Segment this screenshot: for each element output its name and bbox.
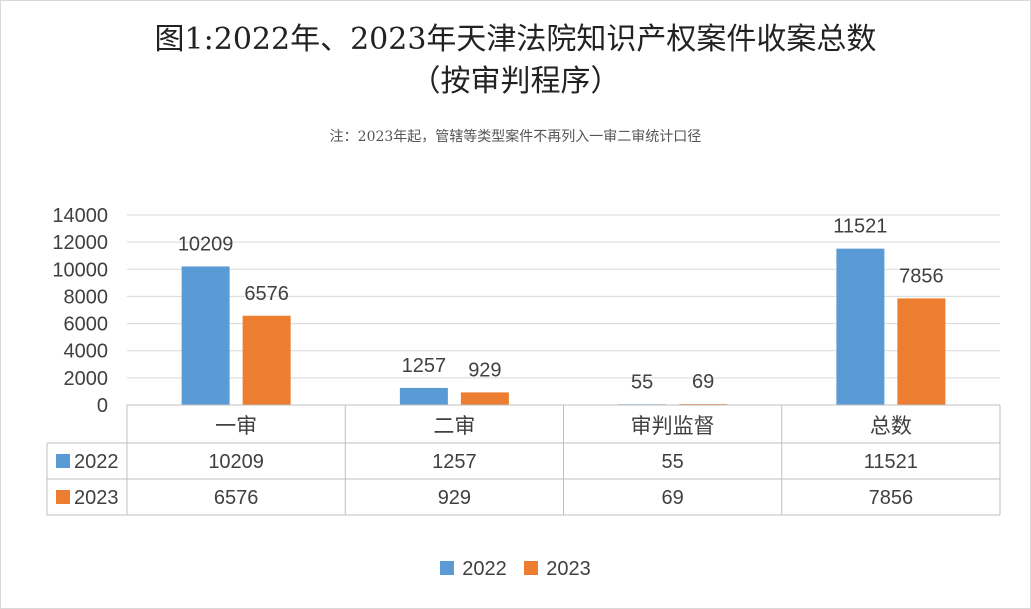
table-cell: 6576 xyxy=(214,487,259,509)
legend: 2022 2023 xyxy=(0,558,1031,581)
data-label: 929 xyxy=(468,359,501,381)
y-tick-label: 0 xyxy=(97,395,108,417)
x-tick-label: 二审 xyxy=(433,414,475,438)
y-tick-label: 10000 xyxy=(52,259,108,281)
chart-title: 图1:2022年、2023年天津法院知识产权案件收案总数 xyxy=(154,22,877,57)
y-tick-label: 4000 xyxy=(64,341,109,363)
data-label: 69 xyxy=(692,371,714,393)
legend-swatch-2023 xyxy=(524,560,539,575)
legend-label-2023: 2023 xyxy=(546,558,591,580)
data-label: 6576 xyxy=(244,283,289,305)
data-label: 1257 xyxy=(402,355,447,377)
y-tick-label: 8000 xyxy=(64,286,109,308)
table-cell: 929 xyxy=(438,487,471,509)
bar xyxy=(181,266,230,405)
table-cell: 69 xyxy=(662,487,684,509)
bar xyxy=(836,248,885,405)
legend-item-2023: 2023 xyxy=(524,558,591,581)
table-legend-key xyxy=(56,490,70,504)
data-label: 10209 xyxy=(178,233,234,255)
data-label: 55 xyxy=(631,371,653,393)
chart-note: 注：2023年起，管辖等类型案件不再列入一审二审统计口径 xyxy=(329,129,702,145)
table-cell: 7856 xyxy=(869,487,914,509)
table-legend-key xyxy=(56,454,70,468)
data-label: 7856 xyxy=(899,265,944,287)
table-series-label: 2023 xyxy=(74,487,119,509)
table-cell: 1257 xyxy=(432,451,477,473)
bar xyxy=(460,392,509,405)
y-tick-label: 2000 xyxy=(64,368,109,390)
y-tick-label: 14000 xyxy=(52,205,108,227)
table-cell: 55 xyxy=(662,451,684,473)
legend-swatch-2022 xyxy=(440,560,455,575)
chart-subtitle: （按审判程序） xyxy=(410,64,621,99)
bar xyxy=(897,298,946,405)
x-tick-label: 审判监督 xyxy=(631,414,715,438)
y-tick-label: 12000 xyxy=(52,232,108,254)
data-label: 11521 xyxy=(833,216,887,238)
x-tick-label: 一审 xyxy=(215,414,257,438)
y-tick-label: 6000 xyxy=(64,314,109,336)
x-tick-label: 总数 xyxy=(870,414,912,438)
table-cell: 11521 xyxy=(864,451,918,473)
legend-item-2022: 2022 xyxy=(440,558,507,581)
bar xyxy=(399,387,448,405)
bar xyxy=(242,315,291,405)
legend-label-2022: 2022 xyxy=(462,558,507,580)
table-cell: 10209 xyxy=(208,451,264,473)
table-series-label: 2022 xyxy=(74,451,119,473)
